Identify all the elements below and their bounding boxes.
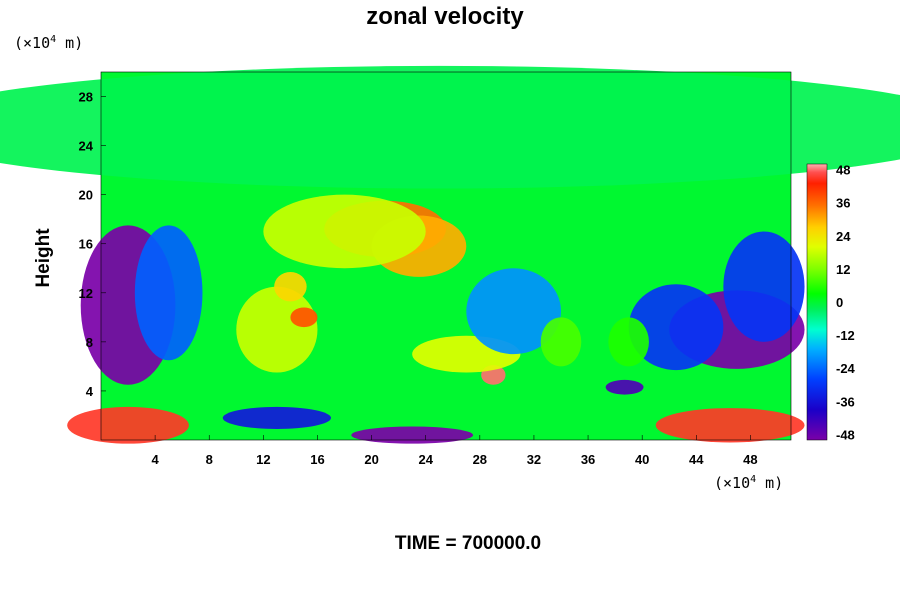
field-feature-0 (0, 65, 900, 189)
x-axis-unit-post: m) (756, 474, 783, 492)
y-tick-label: 4 (86, 384, 94, 399)
y-axis-unit-post: m) (56, 34, 83, 52)
field-feature-21 (608, 317, 649, 367)
field-feature-3 (263, 194, 426, 269)
field-feature-14 (723, 231, 805, 342)
x-axis-unit-sup: 4 (750, 474, 756, 485)
colorbar (806, 163, 828, 441)
colorbar-tick-label: 12 (836, 262, 850, 277)
x-tick-label: 20 (364, 452, 378, 467)
field-feature-20 (540, 317, 582, 367)
y-axis-label: Height (33, 228, 54, 288)
field-feature-11 (134, 225, 203, 361)
y-axis-unit-sup: 4 (50, 34, 56, 45)
colorbar-tick-label: 24 (836, 229, 851, 244)
plot-frame (100, 71, 792, 441)
colorbar-tick-label: -36 (836, 394, 855, 409)
y-axis-unit-pre: (×10 (14, 34, 50, 52)
colorbar-tick-label: -12 (836, 328, 855, 343)
colorbar-tick-label: -24 (836, 361, 856, 376)
colorbar-ticks: 48 36 24 12 0 -12 -24 -36 -48 (836, 163, 856, 443)
colorbar-tick-label: 48 (836, 163, 850, 178)
x-tick-label: 24 (418, 452, 433, 467)
x-axis-unit: (×104 m) (714, 474, 783, 492)
x-tick-label: 44 (689, 452, 704, 467)
field-feature-16 (67, 406, 189, 444)
field-feature-18 (351, 426, 474, 444)
x-axis-ticks: 4 8 12 16 20 24 28 32 36 40 44 48 (152, 435, 758, 467)
x-tick-label: 16 (310, 452, 324, 467)
y-axis-unit: (×104 m) (14, 34, 83, 52)
field-feature-19 (222, 406, 331, 429)
y-tick-label: 20 (79, 188, 93, 203)
x-tick-label: 4 (152, 452, 160, 467)
field-feature-13 (628, 284, 724, 371)
x-tick-label: 32 (527, 452, 541, 467)
y-tick-label: 24 (79, 139, 94, 154)
colorbar-tick-label: 0 (836, 295, 843, 310)
y-tick-label: 8 (86, 335, 93, 350)
field-feature-17 (655, 408, 805, 443)
y-tick-label: 16 (79, 237, 93, 252)
field-feature-9 (466, 268, 561, 355)
field-feature-5 (290, 307, 318, 328)
field-feature-15 (605, 379, 644, 395)
field-feature-6 (274, 271, 307, 302)
chart-title: zonal velocity (366, 3, 524, 30)
x-axis-unit-pre: (×10 (714, 474, 750, 492)
y-tick-label: 28 (79, 90, 93, 105)
time-label: TIME = 700000.0 (395, 533, 541, 554)
x-tick-label: 40 (635, 452, 649, 467)
x-tick-label: 28 (473, 452, 487, 467)
x-tick-label: 36 (581, 452, 595, 467)
x-tick-label: 48 (743, 452, 757, 467)
y-axis-ticks: 4 8 12 16 20 24 28 (79, 90, 106, 399)
y-tick-label: 12 (79, 286, 93, 301)
colorbar-tick-label: 36 (836, 196, 850, 211)
x-tick-label: 8 (206, 452, 213, 467)
field-feature-4 (236, 286, 318, 373)
plot-area (0, 65, 900, 444)
x-tick-label: 12 (256, 452, 270, 467)
colorbar-tick-label: -48 (836, 427, 855, 442)
